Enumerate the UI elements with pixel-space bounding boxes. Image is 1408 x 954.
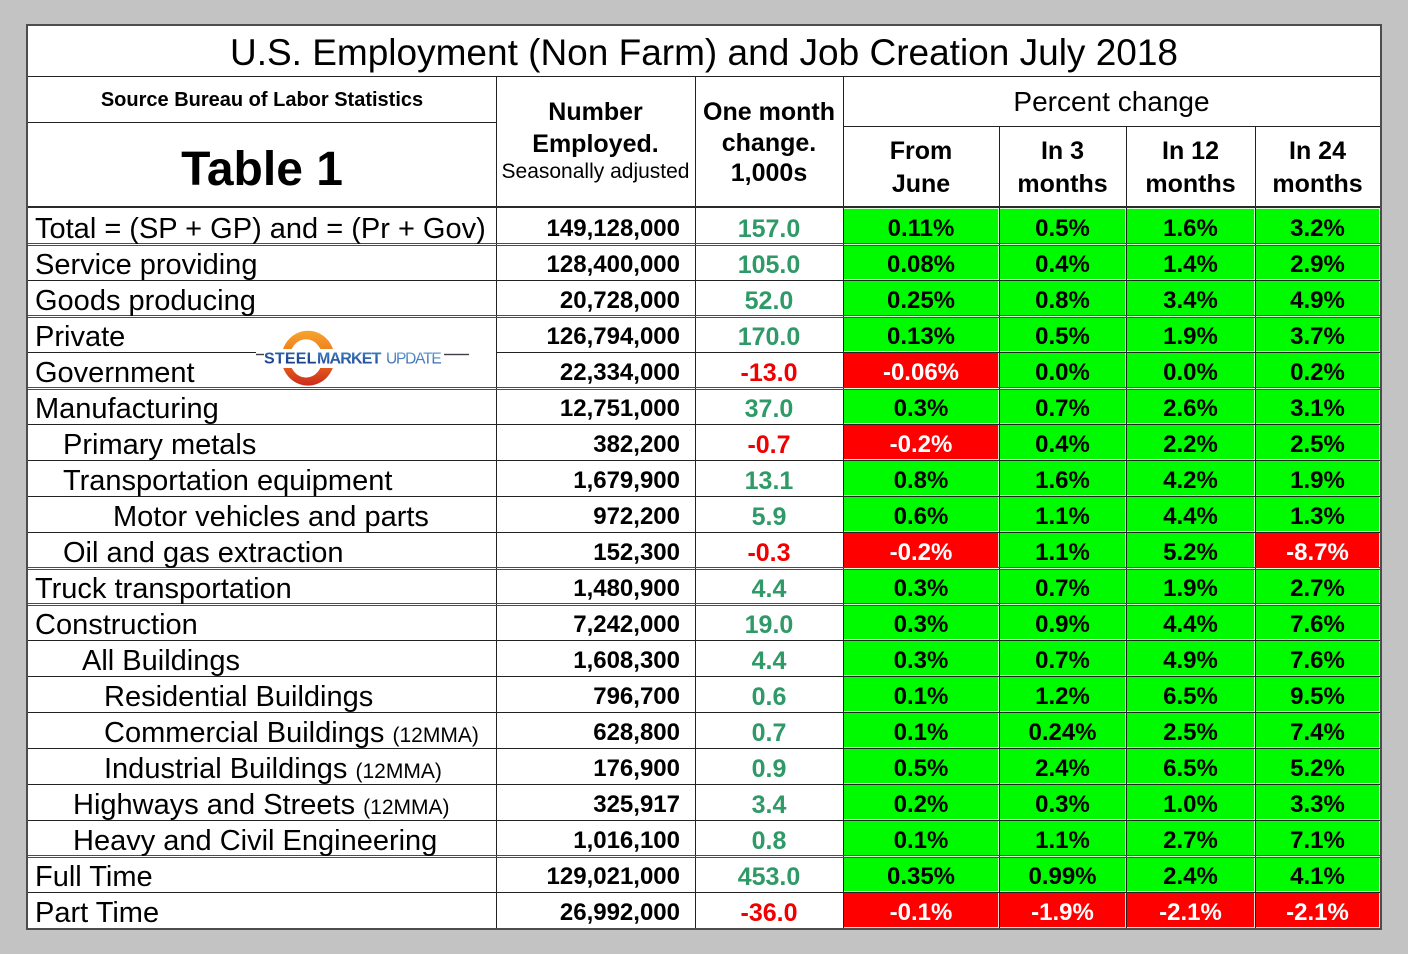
svg-text:MARKET: MARKET [317,351,382,368]
svg-text:STEEL: STEEL [264,351,317,368]
svg-text:UPDATE: UPDATE [386,351,441,368]
